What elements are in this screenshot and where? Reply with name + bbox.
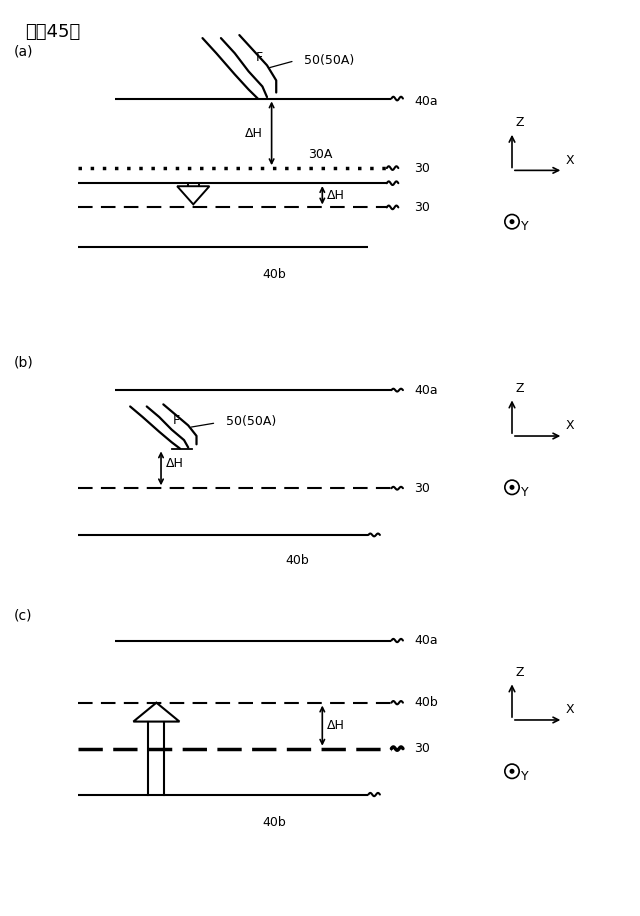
Circle shape xyxy=(510,220,514,224)
Text: ΔH: ΔH xyxy=(327,189,345,202)
Text: 50(50A): 50(50A) xyxy=(225,415,276,428)
Text: Z: Z xyxy=(516,666,524,679)
Text: 40b: 40b xyxy=(262,267,286,281)
Text: (a): (a) xyxy=(13,44,33,58)
Text: 40b: 40b xyxy=(262,816,286,829)
Text: 40a: 40a xyxy=(415,384,438,397)
Text: X: X xyxy=(566,420,574,432)
Text: 【図45】: 【図45】 xyxy=(26,23,81,41)
Text: F: F xyxy=(172,414,179,427)
Circle shape xyxy=(510,769,514,773)
Text: Y: Y xyxy=(521,221,529,234)
Text: ΔH: ΔH xyxy=(327,719,345,732)
Text: Y: Y xyxy=(521,770,529,783)
Text: ΔH: ΔH xyxy=(244,126,262,140)
Text: 40a: 40a xyxy=(415,634,438,647)
Circle shape xyxy=(510,485,514,489)
Text: 30: 30 xyxy=(415,482,430,495)
Text: Z: Z xyxy=(516,382,524,395)
Text: 50(50A): 50(50A) xyxy=(304,54,354,67)
Text: F: F xyxy=(255,51,262,64)
Text: 40a: 40a xyxy=(415,95,438,108)
Text: ΔH: ΔH xyxy=(166,457,184,470)
Text: X: X xyxy=(566,154,574,167)
Text: Z: Z xyxy=(516,116,524,129)
Text: Y: Y xyxy=(521,486,529,499)
Text: (c): (c) xyxy=(13,608,32,622)
Text: 30A: 30A xyxy=(308,147,333,160)
Text: 30: 30 xyxy=(415,742,430,755)
Text: 30: 30 xyxy=(415,201,430,213)
Text: 30: 30 xyxy=(415,161,430,175)
Text: 40b: 40b xyxy=(415,696,438,709)
Text: (b): (b) xyxy=(13,355,33,369)
Text: 40b: 40b xyxy=(285,553,309,567)
Text: X: X xyxy=(566,703,574,716)
